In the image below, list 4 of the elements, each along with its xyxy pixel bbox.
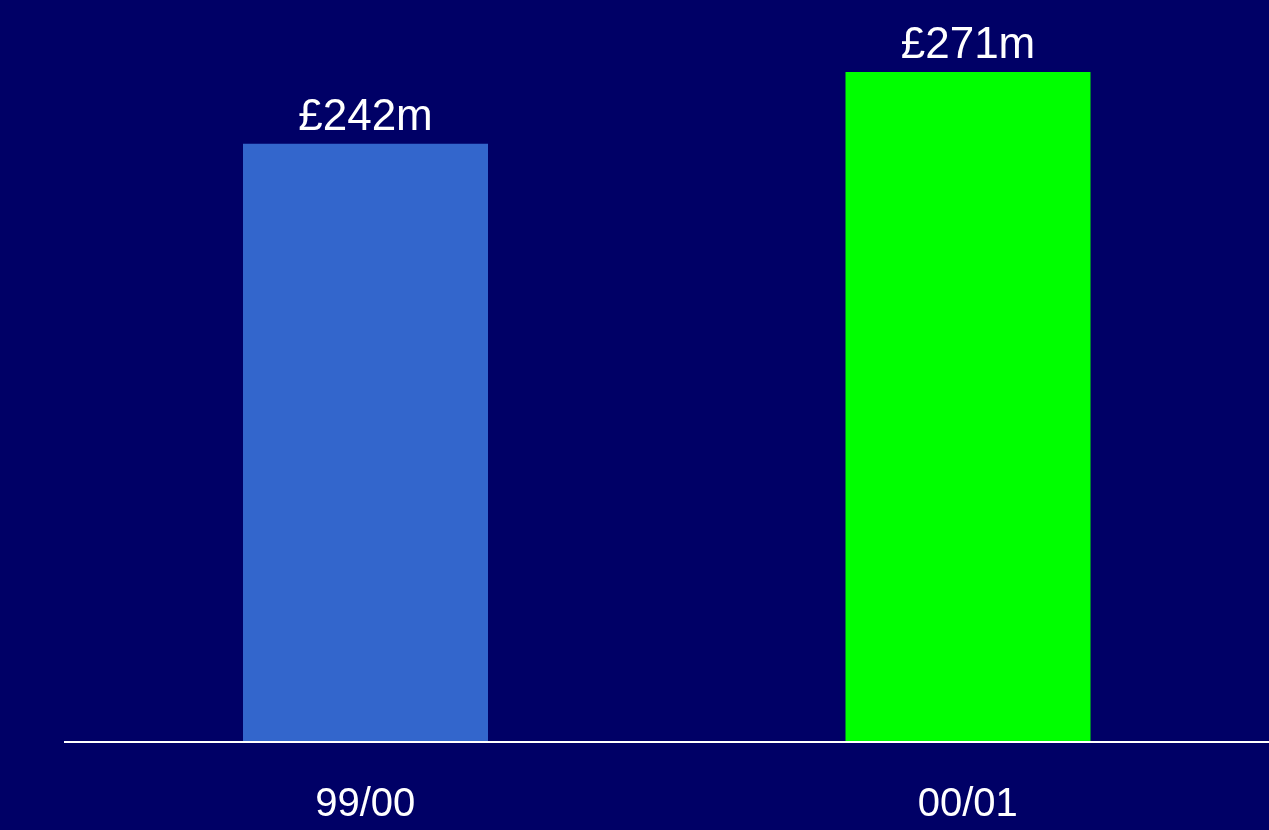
data-label: £242m [298,89,433,139]
x-tick-label: 99/00 [315,780,416,825]
data-label: £271m [900,18,1036,67]
x-tick-label: 00/01 [917,780,1018,825]
